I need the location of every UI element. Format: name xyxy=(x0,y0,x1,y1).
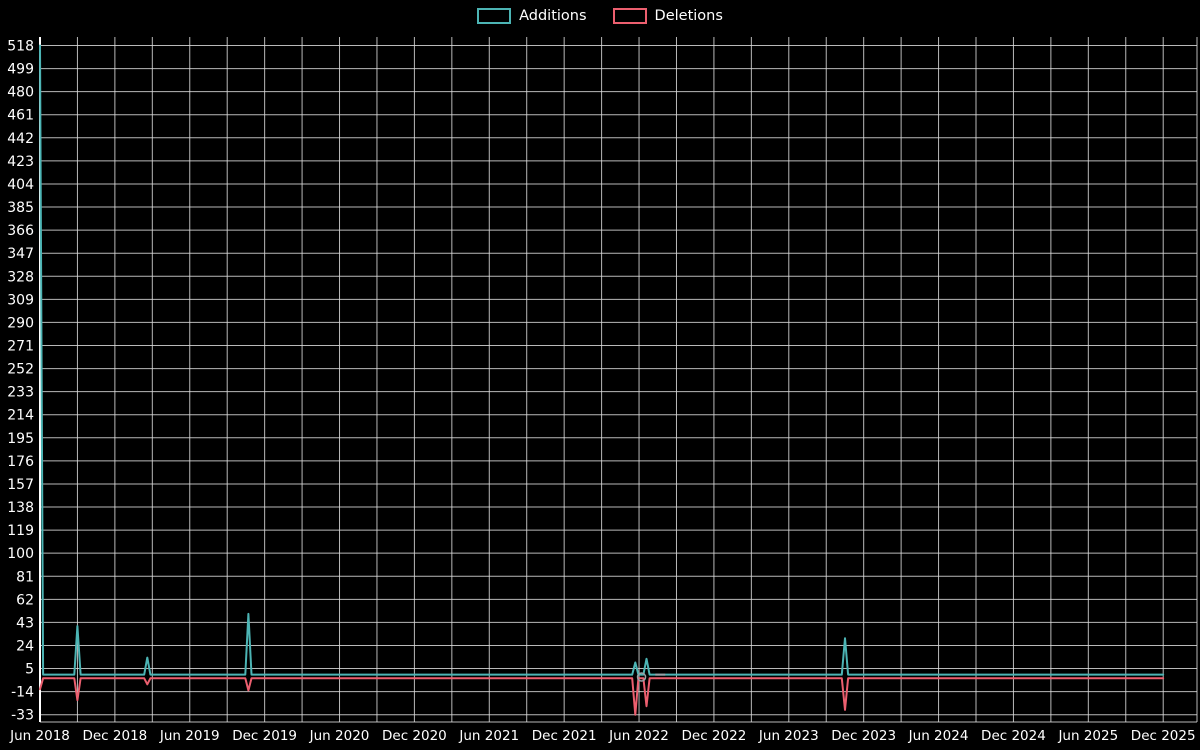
y-tick-label: 195 xyxy=(7,431,34,447)
x-tick-label: Dec 2025 xyxy=(1131,728,1196,744)
x-tick-label: Jun 2022 xyxy=(608,728,669,744)
x-tick-label: Dec 2019 xyxy=(232,728,297,744)
y-tick-label: 233 xyxy=(7,385,34,401)
y-tick-label: 43 xyxy=(16,615,34,631)
y-tick-label: 328 xyxy=(7,269,34,285)
y-tick-label: 518 xyxy=(7,39,34,55)
x-tick-labels: Jun 2018 Dec 2018 Jun 2019 Dec 2019 Jun 2020… xyxy=(9,728,1195,744)
y-tick-label: 252 xyxy=(7,362,34,378)
y-tick-label: 138 xyxy=(7,500,34,516)
y-tick-label: 499 xyxy=(7,62,34,78)
x-tick-label: Jun 2018 xyxy=(9,728,70,744)
gridlines xyxy=(40,37,1198,723)
y-tick-label: 385 xyxy=(7,200,34,216)
x-tick-label: Dec 2023 xyxy=(831,728,896,744)
x-tick-label: Dec 2020 xyxy=(382,728,447,744)
y-tick-label: 347 xyxy=(7,246,34,262)
y-tick-label: 290 xyxy=(7,315,34,331)
x-tick-label: Jun 2024 xyxy=(908,728,969,744)
x-tick-label: Jun 2019 xyxy=(159,728,220,744)
legend-item-additions[interactable]: Additions xyxy=(477,8,587,24)
y-tick-label: 81 xyxy=(16,569,34,585)
x-tick-label: Dec 2024 xyxy=(981,728,1046,744)
y-tick-label: 461 xyxy=(7,108,34,124)
additions-series-line xyxy=(39,44,1165,676)
y-tick-label: 24 xyxy=(16,638,34,654)
y-tick-label: 366 xyxy=(7,223,34,239)
deletions-legend-label: Deletions xyxy=(654,8,723,24)
y-tick-label: 176 xyxy=(7,454,34,470)
deletions-series-line xyxy=(39,677,1165,716)
y-tick-label: 214 xyxy=(7,408,34,424)
y-tick-label: 404 xyxy=(7,177,34,193)
x-tick-label: Jun 2020 xyxy=(309,728,370,744)
x-tick-label: Dec 2021 xyxy=(532,728,597,744)
hover-point-marker xyxy=(636,672,647,682)
chart-legend: Additions Deletions xyxy=(0,8,1200,24)
x-tick-label: Jun 2025 xyxy=(1057,728,1118,744)
y-tick-label: -14 xyxy=(11,685,34,701)
y-tick-label: -33 xyxy=(11,708,34,724)
y-tick-label: 157 xyxy=(7,477,34,493)
y-tick-label: 423 xyxy=(7,154,34,170)
y-tick-label: 271 xyxy=(7,338,34,354)
y-tick-label: 442 xyxy=(7,131,34,147)
y-tick-label: 5 xyxy=(25,662,34,678)
legend-item-deletions[interactable]: Deletions xyxy=(612,8,723,24)
x-tick-label: Dec 2022 xyxy=(682,728,747,744)
additions-swatch xyxy=(477,8,512,24)
y-tick-label: 119 xyxy=(7,523,34,539)
deletions-swatch xyxy=(612,8,647,24)
x-tick-label: Dec 2018 xyxy=(82,728,147,744)
y-tick-label: 309 xyxy=(7,292,34,308)
x-tick-label: Jun 2023 xyxy=(758,728,819,744)
y-tick-labels: 518 499 480 461 442 423 404 385 366 347 328 309 290 2… xyxy=(7,39,34,724)
y-tick-label: 480 xyxy=(7,85,34,101)
additions-legend-label: Additions xyxy=(519,8,587,24)
y-tick-label: 62 xyxy=(16,592,34,608)
y-tick-label: 100 xyxy=(7,546,34,562)
x-tick-label: Jun 2021 xyxy=(458,728,519,744)
